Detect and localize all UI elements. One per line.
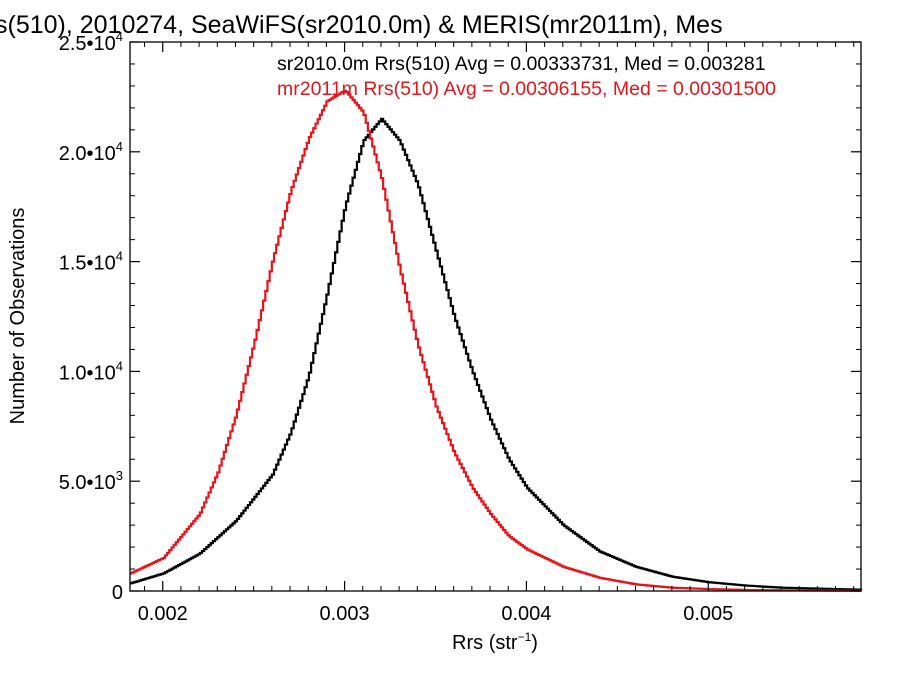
x-tick-label: 0.004 — [501, 603, 551, 625]
x-axis: 0.002 0.003 0.004 0.005 — [138, 42, 855, 625]
y-tick-label: 2.5•104 — [59, 29, 123, 55]
x-axis-label: Rrs (str−1) — [452, 630, 538, 654]
y-tick-label: 1.0•104 — [59, 358, 123, 384]
legend: sr2010.0m Rrs(510) Avg = 0.00333731, Med… — [277, 53, 776, 100]
y-axis-label: Number of Observations — [7, 208, 29, 425]
plot-frame — [129, 41, 862, 592]
y-tick-label: 5.0•103 — [59, 468, 123, 494]
series-line-1 — [130, 117, 863, 591]
x-tick-label: 0.005 — [683, 603, 733, 625]
y-axis: 0 5.0•103 1.0•104 1.5•104 2.0•104 2.5•104 — [59, 29, 861, 604]
series-layer — [130, 89, 863, 592]
legend-entry-2: mr2011m Rrs(510) Avg = 0.00306155, Med =… — [277, 78, 776, 100]
y-tick-label: 0 — [112, 582, 123, 604]
chart-title: s(510), 2010274, SeaWiFS(sr2010.0m) & ME… — [0, 11, 723, 39]
y-tick-label: 1.5•104 — [59, 249, 123, 275]
series-line-2 — [130, 89, 863, 592]
y-tick-label: 2.0•104 — [59, 139, 123, 165]
legend-entry-1: sr2010.0m Rrs(510) Avg = 0.00333731, Med… — [277, 53, 766, 75]
x-tick-label: 0.003 — [320, 603, 370, 625]
x-tick-label: 0.002 — [138, 603, 188, 625]
